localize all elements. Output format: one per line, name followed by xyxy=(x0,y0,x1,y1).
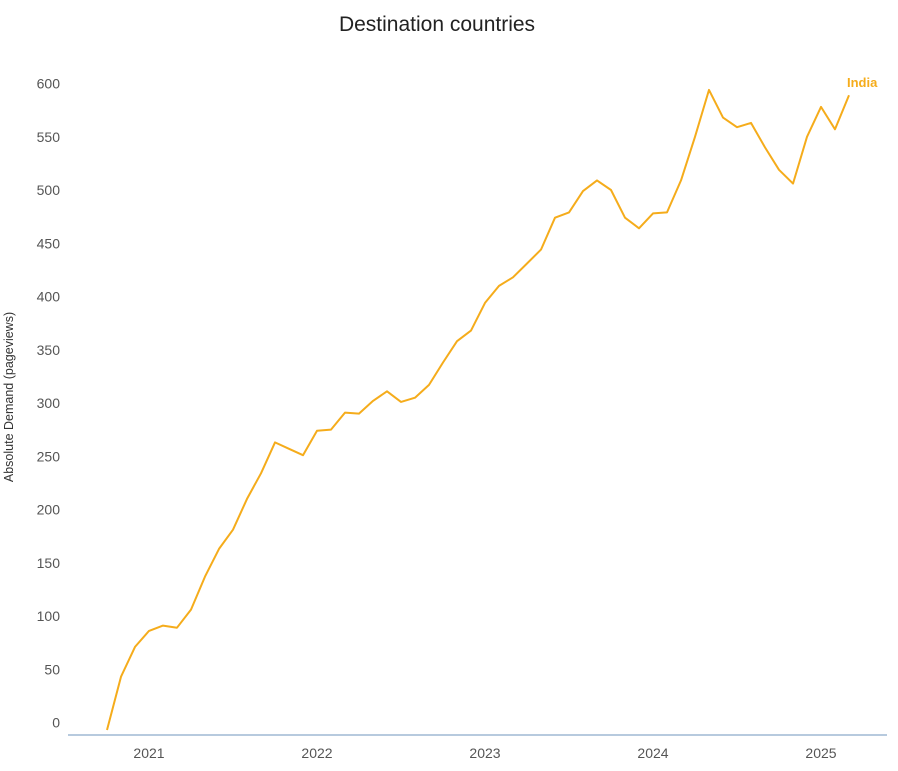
x-tick-label: 2021 xyxy=(133,745,164,761)
x-tick-label: 2022 xyxy=(301,745,332,761)
y-axis: 0 50 100 150 200 250 300 350 400 450 500 550 600 xyxy=(37,76,61,731)
y-tick-label: 550 xyxy=(37,129,61,145)
y-tick-label: 400 xyxy=(37,289,61,305)
y-axis-label: Absolute Demand (pageviews) xyxy=(2,312,16,482)
y-tick-label: 250 xyxy=(37,448,61,464)
y-tick-label: 600 xyxy=(37,76,61,92)
x-tick-label: 2023 xyxy=(469,745,500,761)
y-tick-label: 450 xyxy=(37,235,61,251)
chart-title: Destination countries xyxy=(339,13,535,36)
y-tick-label: 200 xyxy=(37,502,61,518)
x-tick-label: 2025 xyxy=(805,745,836,761)
y-tick-label: 350 xyxy=(37,342,61,358)
y-tick-label: 100 xyxy=(37,608,61,624)
x-axis: 2021 2022 2023 2024 2025 xyxy=(133,745,836,761)
plot-area: India xyxy=(106,75,878,731)
y-tick-label: 50 xyxy=(44,661,60,677)
y-tick-label: 300 xyxy=(37,395,61,411)
x-tick-label: 2024 xyxy=(637,745,668,761)
y-tick-label: 150 xyxy=(37,555,61,571)
y-tick-label: 500 xyxy=(37,182,61,198)
y-tick-label: 0 xyxy=(52,715,60,731)
series-line xyxy=(106,88,850,731)
series-label: India xyxy=(847,75,878,90)
